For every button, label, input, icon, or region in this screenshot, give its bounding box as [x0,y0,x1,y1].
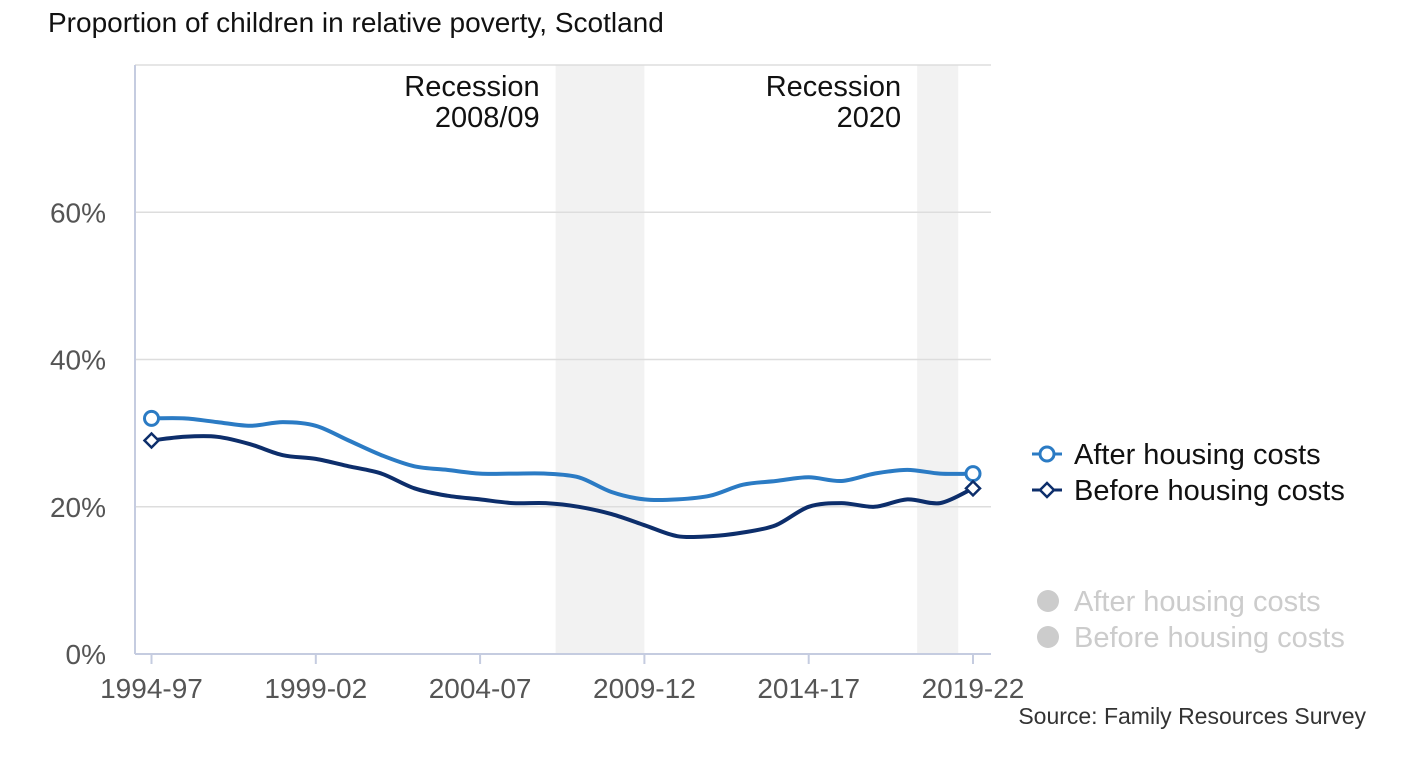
source-note: Source: Family Resources Survey [1018,703,1366,729]
legend[interactable]: After housing costs Before housing costs A… [1032,439,1345,654]
legend-item-1[interactable]: Before housing costs [1032,475,1345,507]
y-tick-label: 20% [50,492,106,523]
series-0-point-0 [143,409,160,427]
legend-inactive-label: After housing costs [1074,586,1321,618]
legend-diamond-icon [1038,481,1056,499]
x-tick-label: 1994-97 [100,673,203,704]
axes [134,65,991,655]
chart-title: Proportion of children in relative pover… [48,7,664,38]
y-tick-label: 60% [50,197,106,228]
y-tick-label: 0% [66,639,106,670]
series-lines [142,409,982,540]
legend-inactive-label: Before housing costs [1074,622,1345,654]
legend-inactive-dot-icon [1037,626,1059,648]
x-tick-label: 2014-17 [757,673,860,704]
x-tick-label: 2009-12 [593,673,696,704]
legend-inactive-item-1[interactable]: Before housing costs [1037,622,1345,654]
shaded-period-label-1-line1: Recession [766,71,901,103]
x-tick-label: 1999-02 [264,673,367,704]
series-line-1 [149,434,975,540]
legend-inactive-dot-icon [1037,590,1059,612]
x-tick-label: 2019-22 [922,673,1025,704]
legend-circle-icon [1038,445,1056,463]
legend-item-0[interactable]: After housing costs [1032,439,1321,471]
series-0-point-25 [964,465,982,483]
series-line-0 [149,416,975,503]
legend-label: Before housing costs [1074,475,1345,507]
y-axis-labels: 0% 20% 40% 60% [50,197,106,670]
x-tick-label: 2004-07 [429,673,532,704]
shaded-period-label-0-line1: Recession [404,71,539,103]
shaded-period-label-1-line2: 2020 [837,102,902,134]
legend-label: After housing costs [1074,439,1321,471]
series-1-point-25 [964,479,982,498]
grid-lines [135,64,991,508]
x-axis-labels: 1994-97 1999-02 2004-07 2009-12 2014-17 2019-… [100,654,1024,704]
y-tick-label: 40% [50,345,106,376]
shaded-period-label-0-line2: 2008/09 [435,102,540,134]
legend-inactive-item-0[interactable]: After housing costs [1037,586,1321,618]
series-1-point-0 [142,431,161,450]
